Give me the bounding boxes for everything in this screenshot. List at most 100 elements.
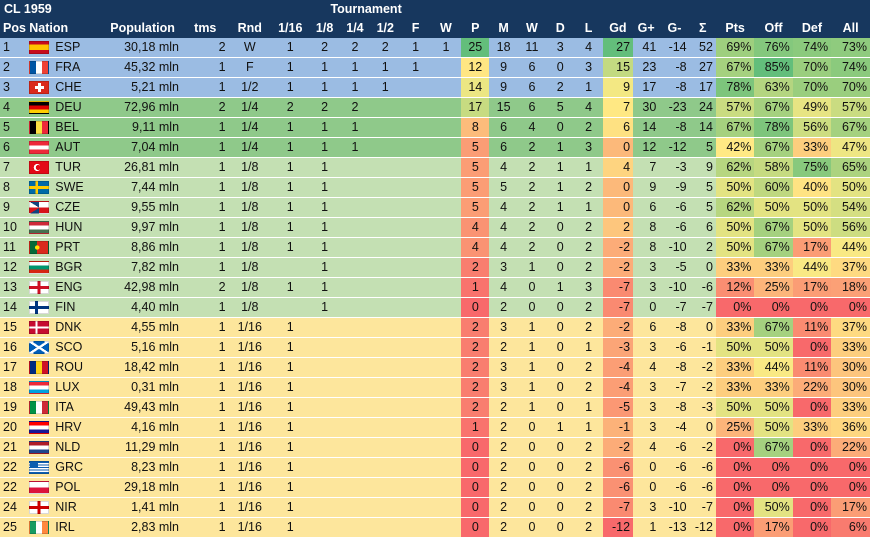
sweden-flag-icon bbox=[29, 181, 50, 195]
p-cell: 4 bbox=[461, 217, 490, 238]
r16-cell: 1 bbox=[271, 417, 310, 438]
nation-code: BEL bbox=[55, 120, 79, 134]
r8-cell: 1 bbox=[309, 117, 340, 138]
off-cell: 33% bbox=[754, 257, 793, 278]
sigma-cell: 14 bbox=[689, 117, 716, 138]
gm-cell: -6 bbox=[659, 437, 690, 458]
gp-cell: 9 bbox=[633, 177, 660, 198]
l-cell: 1 bbox=[574, 397, 603, 418]
pos-cell: 18 bbox=[0, 377, 27, 398]
tournament-label: Tournament bbox=[271, 0, 462, 19]
all-cell: 54% bbox=[831, 197, 870, 218]
nation-cell: BGR bbox=[26, 257, 104, 278]
wins-cell: 0 bbox=[517, 417, 547, 438]
pts-cell: 12% bbox=[715, 277, 755, 298]
r16-cell: 1 bbox=[271, 357, 310, 378]
pos-cell: 3 bbox=[0, 77, 27, 98]
d-cell: 0 bbox=[546, 517, 575, 538]
gd-cell: -3 bbox=[602, 337, 634, 358]
def-cell: 56% bbox=[792, 117, 832, 138]
nation-code: SWE bbox=[55, 180, 84, 194]
bulgaria-flag-icon bbox=[29, 261, 50, 275]
r2-cell bbox=[370, 237, 401, 258]
poland-flag-icon bbox=[29, 481, 50, 495]
nation-code: CZE bbox=[55, 200, 81, 214]
rnd-cell: 1/8 bbox=[228, 177, 272, 198]
r2-cell bbox=[370, 157, 401, 178]
l-cell: 4 bbox=[574, 97, 603, 118]
gd-cell: -2 bbox=[602, 257, 634, 278]
r16-cell: 1 bbox=[271, 517, 310, 538]
l-cell: 2 bbox=[574, 437, 603, 458]
off-cell: 67% bbox=[754, 97, 793, 118]
r16-cell: 2 bbox=[271, 97, 310, 118]
population-cell: 0,31 mln bbox=[103, 377, 183, 398]
f-cell bbox=[400, 357, 431, 378]
wins-cell: 0 bbox=[517, 477, 547, 498]
wins-cell: 0 bbox=[517, 277, 547, 298]
r4-cell bbox=[339, 157, 371, 178]
gd-cell: -6 bbox=[602, 457, 634, 478]
m-cell: 2 bbox=[489, 297, 518, 318]
off-cell: 67% bbox=[754, 437, 793, 458]
all-cell: 0% bbox=[831, 297, 870, 318]
d-cell: 0 bbox=[546, 57, 575, 78]
table-row: 17 ROU 18,42 mln 1 1/16 1 2 3 1 0 2 -4 4 -8 -2 33% 44% 11… bbox=[0, 357, 870, 378]
population-cell: 45,32 mln bbox=[103, 57, 183, 78]
luxembourg-flag-icon bbox=[29, 381, 50, 395]
f-cell bbox=[400, 217, 431, 238]
gd-cell: 6 bbox=[602, 117, 634, 138]
col-tms: tms bbox=[182, 19, 229, 38]
all-cell: 73% bbox=[831, 38, 870, 58]
col-def: Def bbox=[792, 19, 832, 38]
population-cell: 4,55 mln bbox=[103, 317, 183, 338]
table-row: 2 FRA 45,32 mln 1 F 1 1 1 1 1 12 9 6 0 3 15 23 -8 27 67% 85%… bbox=[0, 57, 870, 78]
col-1-2: 1/2 bbox=[370, 19, 401, 38]
sigma-cell: 2 bbox=[689, 237, 716, 258]
off-cell: 50% bbox=[754, 497, 793, 518]
wins-cell: 6 bbox=[517, 77, 547, 98]
rnd-cell: 1/8 bbox=[228, 277, 272, 298]
table-row: 22 POL 29,18 mln 1 1/16 1 0 2 0 0 2 -6 0 -6 -6 0% 0% 0% 0% bbox=[0, 477, 870, 498]
tms-cell: 1 bbox=[182, 317, 229, 338]
gm-cell: -10 bbox=[659, 277, 690, 298]
l-cell: 1 bbox=[574, 417, 603, 438]
r16-cell: 1 bbox=[271, 197, 310, 218]
d-cell: 0 bbox=[546, 217, 575, 238]
w-cell bbox=[430, 497, 462, 518]
p-cell: 0 bbox=[461, 517, 490, 538]
w-cell bbox=[430, 237, 462, 258]
r8-cell bbox=[309, 377, 340, 398]
gp-cell: 6 bbox=[633, 317, 660, 338]
r8-cell: 1 bbox=[309, 157, 340, 178]
pts-cell: 50% bbox=[715, 397, 755, 418]
def-cell: 17% bbox=[792, 277, 832, 298]
gp-cell: 0 bbox=[633, 477, 660, 498]
population-cell: 7,44 mln bbox=[103, 177, 183, 198]
wins-cell: 0 bbox=[517, 497, 547, 518]
r4-cell bbox=[339, 317, 371, 338]
pos-cell: 25 bbox=[0, 517, 27, 538]
population-cell: 5,21 mln bbox=[103, 77, 183, 98]
p-cell: 2 bbox=[461, 337, 490, 358]
r16-cell: 1 bbox=[271, 457, 310, 478]
nation-cell: DNK bbox=[26, 317, 104, 338]
d-cell: 0 bbox=[546, 337, 575, 358]
r2-cell bbox=[370, 377, 401, 398]
l-cell: 2 bbox=[574, 177, 603, 198]
d-cell: 5 bbox=[546, 97, 575, 118]
f-cell bbox=[400, 297, 431, 318]
rnd-cell: 1/16 bbox=[228, 497, 272, 518]
col-wins: W bbox=[517, 19, 547, 38]
pos-cell: 9 bbox=[0, 197, 27, 218]
sigma-cell: -6 bbox=[689, 457, 716, 478]
m-cell: 2 bbox=[489, 337, 518, 358]
w-cell bbox=[430, 137, 462, 158]
r2-cell bbox=[370, 197, 401, 218]
all-cell: 22% bbox=[831, 437, 870, 458]
r2-cell bbox=[370, 457, 401, 478]
gd-cell: 0 bbox=[602, 177, 634, 198]
sigma-cell: 5 bbox=[689, 177, 716, 198]
off-cell: 25% bbox=[754, 277, 793, 298]
sigma-cell: -2 bbox=[689, 357, 716, 378]
